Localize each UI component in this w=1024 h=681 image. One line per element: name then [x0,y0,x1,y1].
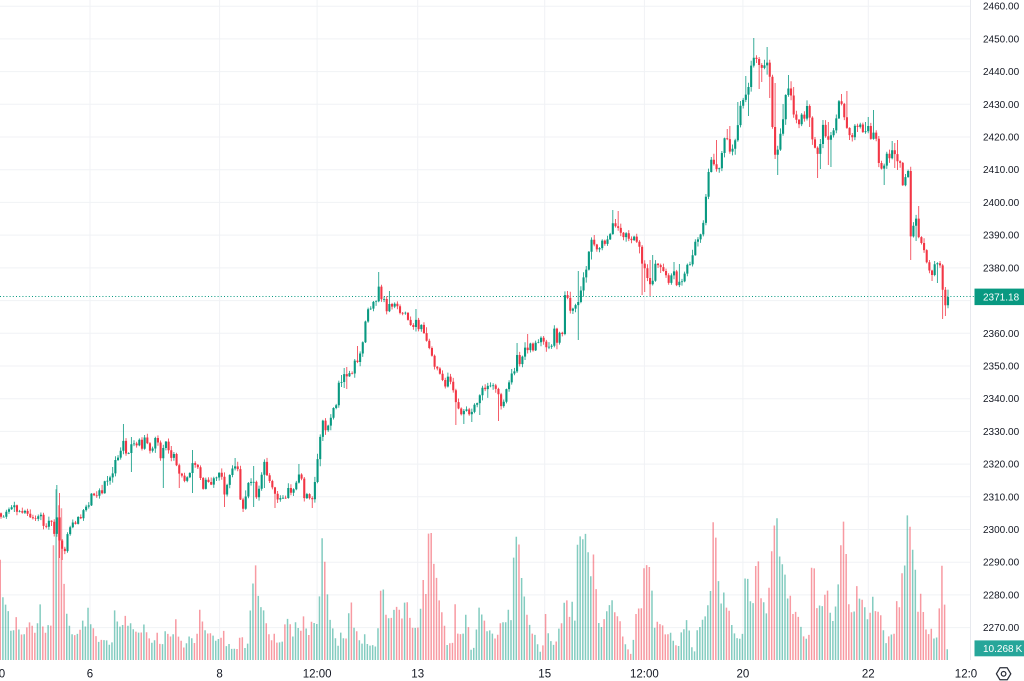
svg-text:2440.00: 2440.00 [983,67,1020,78]
svg-text:2400.00: 2400.00 [983,198,1020,209]
svg-text:2280.00: 2280.00 [983,590,1020,601]
svg-text:6: 6 [87,669,93,681]
svg-text:2360.00: 2360.00 [983,329,1020,340]
svg-text:2390.00: 2390.00 [983,231,1020,242]
svg-text:12:00: 12:00 [630,669,659,681]
svg-text:2350.00: 2350.00 [983,362,1020,373]
svg-text:2270.00: 2270.00 [983,623,1020,634]
svg-text:2410.00: 2410.00 [983,165,1020,176]
svg-text:10.268 K: 10.268 K [983,644,1023,655]
svg-text:2450.00: 2450.00 [983,34,1020,45]
svg-text:2320.00: 2320.00 [983,460,1020,471]
svg-text:2460.00: 2460.00 [983,2,1020,13]
svg-text:2420.00: 2420.00 [983,133,1020,144]
svg-text:13: 13 [411,669,424,681]
svg-text:15: 15 [538,669,551,681]
svg-text:2371.18: 2371.18 [983,292,1020,303]
svg-text:2330.00: 2330.00 [983,427,1020,438]
svg-text:2290.00: 2290.00 [983,558,1020,569]
svg-text:2380.00: 2380.00 [983,263,1020,274]
svg-text:2300.00: 2300.00 [983,525,1020,536]
svg-text:2430.00: 2430.00 [983,100,1020,111]
svg-text:2310.00: 2310.00 [983,492,1020,503]
svg-text:22: 22 [862,669,875,681]
svg-text:8: 8 [216,669,222,681]
svg-text:12:0: 12:0 [955,669,977,681]
svg-text:2340.00: 2340.00 [983,394,1020,405]
svg-text:12:00: 12:00 [303,669,332,681]
svg-text:0: 0 [0,669,5,681]
svg-text:20: 20 [737,669,750,681]
